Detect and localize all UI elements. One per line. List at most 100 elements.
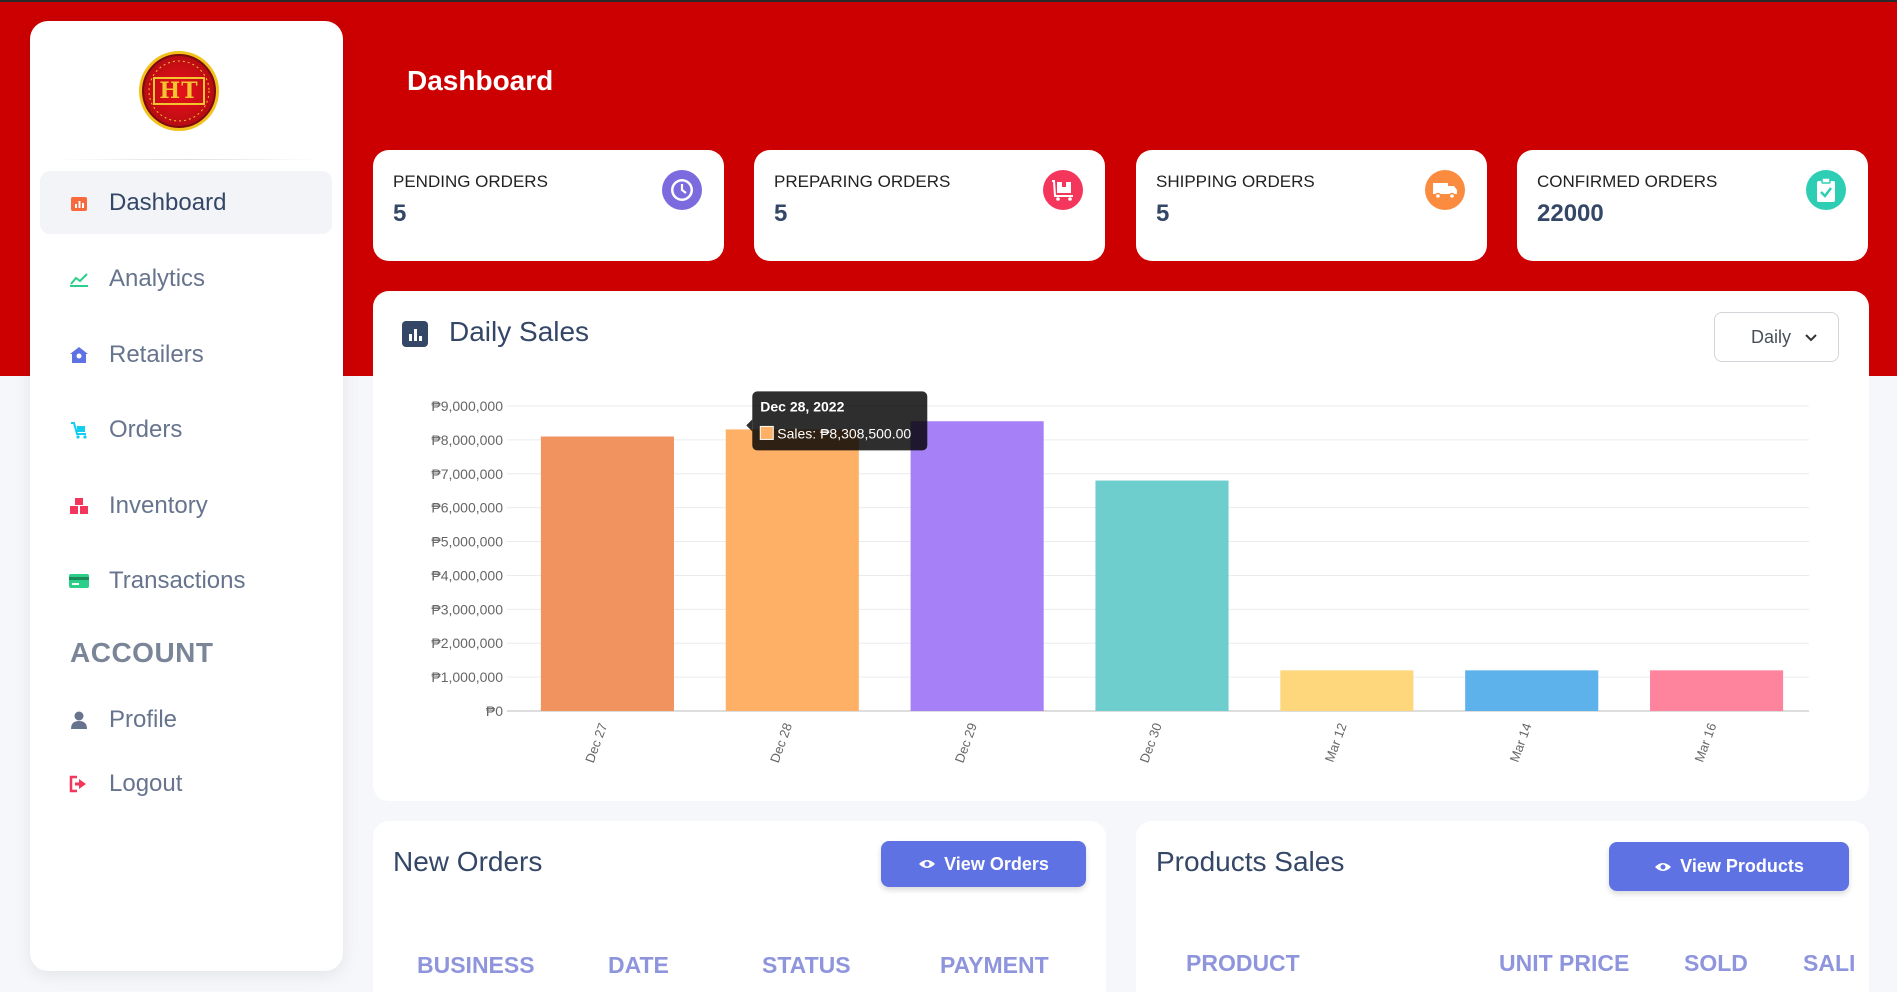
logo-text: HT <box>153 77 205 105</box>
stat-card-confirmed[interactable]: CONFIRMED ORDERS 22000 <box>1517 150 1868 261</box>
dashboard-icon <box>68 192 90 214</box>
y-tick-label: ₱3,000,000 <box>431 601 503 617</box>
view-orders-button[interactable]: View Orders <box>881 841 1086 887</box>
y-tick-label: ₱7,000,000 <box>431 466 503 482</box>
y-tick-label: ₱0 <box>486 703 503 719</box>
chart-bar[interactable] <box>540 436 674 712</box>
sidebar-item-label: Transactions <box>109 566 246 594</box>
inventory-icon <box>68 495 90 517</box>
sidebar-item-analytics[interactable]: Analytics <box>40 247 332 310</box>
chart-bar[interactable] <box>1280 670 1414 711</box>
tooltip-title: Dec 28, 2022 <box>760 398 844 414</box>
logout-icon <box>68 773 90 795</box>
y-tick-label: ₱9,000,000 <box>431 398 503 414</box>
stat-label: PREPARING ORDERS <box>774 172 951 191</box>
truck-icon <box>1425 170 1465 210</box>
x-tick-label: Dec 28 <box>767 721 795 765</box>
period-select-value: Daily <box>1751 326 1792 347</box>
tooltip-swatch <box>759 425 774 440</box>
y-tick-label: ₱6,000,000 <box>431 500 503 516</box>
transactions-icon <box>68 570 90 592</box>
column-header-business: BUSINESS <box>417 952 535 978</box>
chart-bar[interactable] <box>1465 670 1599 711</box>
sidebar-item-label: Logout <box>109 769 183 797</box>
column-header-payment: PAYMENT <box>940 952 1049 978</box>
x-tick-label: Dec 27 <box>582 721 610 765</box>
stat-value: 5 <box>1156 200 1170 227</box>
view-products-label: View Products <box>1680 856 1804 876</box>
sidebar-item-dashboard[interactable]: Dashboard <box>40 171 332 234</box>
sidebar: HT Dashboard Analytics Retailers Orders … <box>30 21 343 971</box>
sidebar-item-label: Retailers <box>109 340 204 368</box>
column-header-status: STATUS <box>762 952 851 978</box>
orders-icon <box>68 419 90 441</box>
column-header-unit-price: UNIT PRICE <box>1499 950 1630 976</box>
sidebar-item-orders[interactable]: Orders <box>40 398 332 461</box>
y-tick-label: ₱5,000,000 <box>431 534 503 550</box>
x-tick-label: Mar 14 <box>1507 721 1535 764</box>
y-tick-label: ₱1,000,000 <box>431 669 503 685</box>
daily-sales-card: Daily Sales Daily ₱0 ₱1,000,000 ₱2,000,000… <box>373 291 1869 801</box>
bar-chart-icon <box>402 321 428 347</box>
sidebar-divider <box>54 159 319 160</box>
view-products-button[interactable]: View Products <box>1609 842 1849 891</box>
stat-label: CONFIRMED ORDERS <box>1537 172 1718 191</box>
stat-value: 22000 <box>1537 200 1604 227</box>
stat-card-shipping[interactable]: SHIPPING ORDERS 5 <box>1136 150 1487 261</box>
analytics-icon <box>68 268 90 290</box>
sidebar-item-transactions[interactable]: Transactions <box>40 549 332 612</box>
x-tick-label: Mar 12 <box>1322 721 1350 764</box>
retailers-icon <box>68 344 90 366</box>
view-orders-label: View Orders <box>944 853 1049 874</box>
page-title: Dashboard <box>407 65 554 96</box>
new-orders-card: New Orders View Orders BUSINESS DATE STA… <box>373 821 1106 992</box>
sidebar-item-label: Analytics <box>109 264 206 292</box>
eye-icon <box>919 860 936 868</box>
x-tick-label: Dec 30 <box>1137 721 1165 765</box>
chart-tooltip <box>752 391 928 451</box>
stat-value: 5 <box>393 200 407 227</box>
stat-label: SHIPPING ORDERS <box>1156 172 1315 191</box>
tooltip-caret <box>746 419 753 432</box>
daily-sales-chart[interactable]: ₱0 ₱1,000,000 ₱2,000,000 ₱3,000,000 ₱4,000,0… <box>373 291 1869 801</box>
company-logo[interactable]: HT <box>139 51 219 131</box>
y-tick-label: ₱8,000,000 <box>431 432 503 448</box>
column-header-sold: SOLD <box>1684 950 1748 976</box>
column-header-product: PRODUCT <box>1186 950 1300 976</box>
chart-bar[interactable] <box>1095 480 1229 711</box>
sidebar-item-retailers[interactable]: Retailers <box>40 323 332 386</box>
logo-ring-icon <box>148 60 210 122</box>
stat-card-preparing[interactable]: PREPARING ORDERS 5 <box>754 150 1105 261</box>
sidebar-item-label: Inventory <box>109 491 208 519</box>
eye-icon <box>1655 862 1672 871</box>
box-cart-icon <box>1043 170 1083 210</box>
period-select[interactable]: Daily <box>1714 312 1839 362</box>
chart-bar[interactable] <box>1650 670 1784 711</box>
sidebar-item-profile[interactable]: Profile <box>40 688 332 751</box>
stat-label: PENDING ORDERS <box>393 172 548 191</box>
chevron-down-icon <box>1805 334 1817 342</box>
y-tick-label: ₱4,000,000 <box>431 567 503 583</box>
stat-card-pending[interactable]: PENDING ORDERS 5 <box>373 150 724 261</box>
sidebar-item-label: Dashboard <box>109 188 227 216</box>
clipboard-check-icon <box>1806 170 1846 210</box>
y-tick-label: ₱2,000,000 <box>431 635 503 651</box>
products-sales-title: Products Sales <box>1156 846 1345 877</box>
daily-sales-title: Daily Sales <box>449 316 590 347</box>
sidebar-item-inventory[interactable]: Inventory <box>40 474 332 537</box>
sidebar-item-label: Orders <box>109 415 183 443</box>
sidebar-item-logout[interactable]: Logout <box>40 752 332 815</box>
new-orders-title: New Orders <box>393 846 543 877</box>
x-tick-label: Mar 16 <box>1691 721 1719 764</box>
sidebar-item-label: Profile <box>109 705 178 733</box>
chart-bar[interactable] <box>910 421 1044 711</box>
column-header-sales: SALI <box>1803 950 1856 976</box>
tooltip-label: Sales: ₱8,308,500.00 <box>777 425 911 441</box>
chart-bar[interactable] <box>725 429 859 711</box>
products-sales-card: Products Sales View Products PRODUCT UNI… <box>1136 821 1869 992</box>
clock-icon <box>662 170 702 210</box>
x-tick-label: Dec 29 <box>952 721 980 765</box>
stat-value: 5 <box>774 200 788 227</box>
account-section-title: ACCOUNT <box>70 637 214 668</box>
profile-icon <box>68 709 90 731</box>
